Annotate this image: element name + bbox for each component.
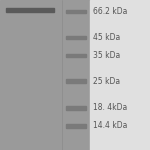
Bar (66, 79, 86, 83)
Bar (0, 0, 90, 150)
Bar (66, 54, 86, 57)
Bar (66, 10, 86, 13)
Text: 14.4 kDa: 14.4 kDa (93, 122, 127, 130)
Bar (66, 36, 86, 39)
Text: 35 kDa: 35 kDa (93, 51, 120, 60)
Text: 18. 4kDa: 18. 4kDa (93, 103, 127, 112)
Bar (66, 124, 86, 128)
Bar (6, 8, 54, 12)
Text: 66.2 kDa: 66.2 kDa (93, 7, 127, 16)
Text: 25 kDa: 25 kDa (93, 76, 120, 85)
Text: 45 kDa: 45 kDa (93, 33, 120, 42)
Bar (66, 106, 86, 110)
Bar (90, 0, 150, 150)
